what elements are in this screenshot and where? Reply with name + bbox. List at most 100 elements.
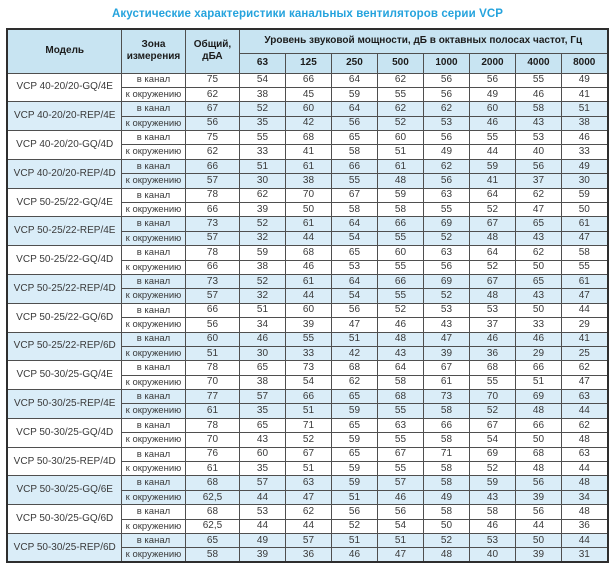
spl-value-cell: 44 xyxy=(284,230,332,247)
table-row: VCP 40-20/20-GQ/4D в канал 75 55 68 65 60 56 55 5… xyxy=(6,130,609,160)
table-row: VCP 50-30/25-GQ/4D в канал 78 65 71 65 63 66 67 6… xyxy=(6,417,609,448)
model-cell: VCP 50-30/25-GQ/6D xyxy=(6,504,122,534)
spl-value-cell: 47 xyxy=(514,202,562,218)
spl-value-cell: 51 xyxy=(238,158,286,175)
spl-value-cell: 66 xyxy=(376,273,424,290)
spl-value-cell: 34 xyxy=(560,489,609,506)
spl-value-cell: 46 xyxy=(376,489,424,506)
model-cell: VCP 50-30/25-REP/4D xyxy=(6,446,122,477)
spl-value-cell: 62 xyxy=(560,417,609,434)
table-row: к окружению 70 38 54 62 58 61 55 51 47 xyxy=(7,374,609,391)
zone-cell: к окружению xyxy=(120,403,186,419)
spl-value-cell: 53 xyxy=(238,504,286,520)
table-row: VCP 40-20/20-REP/4E в канал 67 52 60 64 62 62 60… xyxy=(6,101,609,132)
frequency-column-header: 125 xyxy=(284,52,332,74)
spl-value-cell: 30 xyxy=(238,345,286,362)
spl-value-cell: 53 xyxy=(468,302,516,319)
total-dba-cell: 66 xyxy=(184,158,240,175)
spl-value-cell: 73 xyxy=(284,360,332,376)
spl-value-cell: 59 xyxy=(330,461,378,477)
spl-value-cell: 64 xyxy=(330,72,378,88)
spl-value-cell: 60 xyxy=(468,101,516,117)
spl-value-cell: 51 xyxy=(330,331,378,347)
spl-value-cell: 48 xyxy=(514,403,562,419)
spl-value-cell: 25 xyxy=(560,345,609,362)
spl-value-cell: 52 xyxy=(376,302,424,319)
spl-value-cell: 59 xyxy=(468,158,516,175)
spl-value-cell: 44 xyxy=(560,302,609,319)
spl-value-cell: 35 xyxy=(238,403,286,419)
spl-value-cell: 58 xyxy=(376,202,424,218)
spl-value-cell: 53 xyxy=(422,302,470,319)
spl-value-cell: 57 xyxy=(238,389,286,405)
spl-value-cell: 53 xyxy=(330,259,378,275)
spl-value-cell: 48 xyxy=(560,475,609,491)
model-cell: VCP 50-25/22-REP/4E xyxy=(6,216,122,247)
model-cell: VCP 40-20/20-GQ/4D xyxy=(6,130,122,160)
spl-value-cell: 47 xyxy=(560,288,609,304)
spl-value-cell: 67 xyxy=(468,216,516,232)
spl-value-cell: 47 xyxy=(560,374,609,391)
spl-value-cell: 38 xyxy=(238,374,286,391)
spl-value-cell: 49 xyxy=(560,158,609,175)
frequency-column-header: 500 xyxy=(376,52,424,74)
frequency-column-header: 4000 xyxy=(514,52,562,74)
col-header-model: Модель xyxy=(6,28,122,74)
spl-value-cell: 51 xyxy=(376,532,424,549)
spl-value-cell: 69 xyxy=(422,216,470,232)
spl-value-cell: 36 xyxy=(468,345,516,362)
table-row: VCP 50-25/22-GQ/4E в канал 78 62 70 67 59 63 64 6… xyxy=(6,187,609,218)
table-row: VCP 50-25/22-GQ/6D в канал 66 51 60 56 52 53 53 5… xyxy=(6,302,609,333)
spl-value-cell: 38 xyxy=(238,259,286,275)
spl-value-cell: 58 xyxy=(422,461,470,477)
spl-value-cell: 37 xyxy=(514,173,562,189)
spl-value-cell: 48 xyxy=(514,461,562,477)
spl-value-cell: 51 xyxy=(284,403,332,419)
zone-cell: к окружению xyxy=(120,518,186,535)
total-dba-cell: 78 xyxy=(184,245,240,261)
model-cell: VCP 50-30/25-GQ/4D xyxy=(6,417,122,448)
spl-value-cell: 62 xyxy=(330,374,378,391)
zone-cell: в канал xyxy=(120,158,186,175)
spl-value-cell: 44 xyxy=(284,518,332,535)
spl-value-cell: 59 xyxy=(468,475,516,491)
spl-value-cell: 60 xyxy=(376,130,424,146)
header-row-main: Модель Зона измерения Общий, дБА Уровень… xyxy=(6,28,609,74)
spl-value-cell: 66 xyxy=(284,389,332,405)
total-dba-cell: 62 xyxy=(184,86,240,103)
spl-value-cell: 54 xyxy=(330,288,378,304)
spl-value-cell: 62 xyxy=(422,101,470,117)
spl-value-cell: 33 xyxy=(284,345,332,362)
table-row: к окружению 58 39 36 46 47 48 40 39 31 xyxy=(7,547,609,563)
spl-value-cell: 45 xyxy=(284,86,332,103)
spl-value-cell: 63 xyxy=(284,475,332,491)
table-body: VCP 40-20/20-GQ/4E в канал 75 54 66 64 62 56 56 5… xyxy=(6,72,609,563)
spl-value-cell: 62 xyxy=(376,101,424,117)
spl-value-cell: 64 xyxy=(330,273,378,290)
table-row: к окружению 56 34 39 47 46 43 37 33 29 xyxy=(7,317,609,333)
spl-value-cell: 54 xyxy=(376,518,424,535)
spl-value-cell: 64 xyxy=(330,216,378,232)
spl-value-cell: 58 xyxy=(330,144,378,160)
spl-value-cell: 66 xyxy=(514,417,562,434)
spl-value-cell: 64 xyxy=(468,245,516,261)
spl-value-cell: 55 xyxy=(468,374,516,391)
spl-value-cell: 49 xyxy=(238,532,286,549)
zone-cell: к окружению xyxy=(120,461,186,477)
spl-value-cell: 39 xyxy=(514,547,562,563)
spl-value-cell: 39 xyxy=(422,345,470,362)
spl-value-cell: 55 xyxy=(376,259,424,275)
spl-value-cell: 59 xyxy=(330,432,378,448)
spl-value-cell: 59 xyxy=(330,86,378,103)
spl-value-cell: 47 xyxy=(422,331,470,347)
spl-value-cell: 49 xyxy=(468,86,516,103)
zone-cell: в канал xyxy=(120,532,186,549)
zone-cell: к окружению xyxy=(120,345,186,362)
spl-value-cell: 60 xyxy=(238,446,286,463)
spl-value-cell: 33 xyxy=(238,144,286,160)
spl-value-cell: 50 xyxy=(284,202,332,218)
spl-value-cell: 56 xyxy=(422,86,470,103)
zone-cell: в канал xyxy=(120,475,186,491)
spl-value-cell: 51 xyxy=(330,489,378,506)
total-dba-cell: 66 xyxy=(184,302,240,319)
